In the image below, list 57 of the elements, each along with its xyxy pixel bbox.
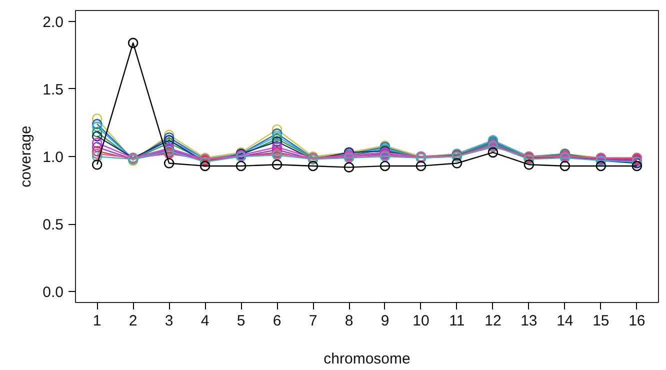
point	[272, 142, 282, 152]
point	[272, 134, 282, 144]
x-tick-label: 6	[272, 312, 282, 330]
point	[92, 127, 102, 138]
point	[272, 131, 282, 142]
y-tick-label: 2.0	[42, 14, 64, 31]
point	[92, 146, 102, 156]
x-tick-label: 13	[520, 312, 538, 330]
x-tick-label: 16	[628, 312, 646, 330]
x-tick-label: 4	[200, 312, 210, 330]
x-tick-label: 9	[380, 312, 390, 330]
x-tick-label: 3	[164, 312, 174, 330]
point	[128, 38, 138, 48]
x-axis-title: chromosome	[324, 350, 410, 368]
x-tick-label: 1	[92, 312, 102, 330]
point	[452, 158, 462, 168]
x-tick-label: 11	[449, 312, 465, 330]
y-tick-label: 0.5	[42, 216, 64, 234]
point	[92, 122, 102, 132]
x-tick-label: 14	[556, 312, 574, 330]
point	[272, 124, 282, 135]
point	[344, 162, 354, 172]
point	[92, 138, 102, 148]
x-tick-label: 10	[412, 312, 430, 330]
x-tick-label: 12	[484, 312, 502, 330]
x-tick-label: 8	[344, 312, 354, 330]
point	[416, 160, 426, 172]
x-tick-label: 2	[128, 312, 138, 330]
y-axis-title: coverage	[18, 126, 35, 188]
y-tick-label: 1.5	[42, 81, 64, 98]
point	[488, 147, 498, 158]
point	[272, 128, 282, 139]
x-tick-label: 5	[236, 312, 246, 330]
point	[92, 118, 102, 130]
point	[92, 159, 102, 170]
y-tick-label: 1.0	[42, 149, 64, 166]
point	[164, 158, 174, 168]
point	[236, 160, 246, 172]
point	[92, 142, 102, 152]
point	[164, 132, 174, 143]
point	[632, 160, 642, 172]
point	[164, 130, 174, 140]
point	[200, 160, 210, 172]
point	[272, 136, 282, 147]
point	[92, 148, 102, 159]
point	[92, 114, 102, 124]
point	[560, 160, 570, 172]
x-tick-label: 15	[592, 312, 610, 330]
point	[524, 159, 534, 170]
y-tick-label: 0.0	[42, 284, 64, 302]
x-tick-label: 7	[308, 312, 318, 330]
point	[380, 160, 390, 172]
point	[308, 160, 318, 172]
point	[272, 159, 282, 170]
point	[92, 131, 102, 142]
point	[92, 151, 102, 162]
point	[596, 160, 606, 172]
